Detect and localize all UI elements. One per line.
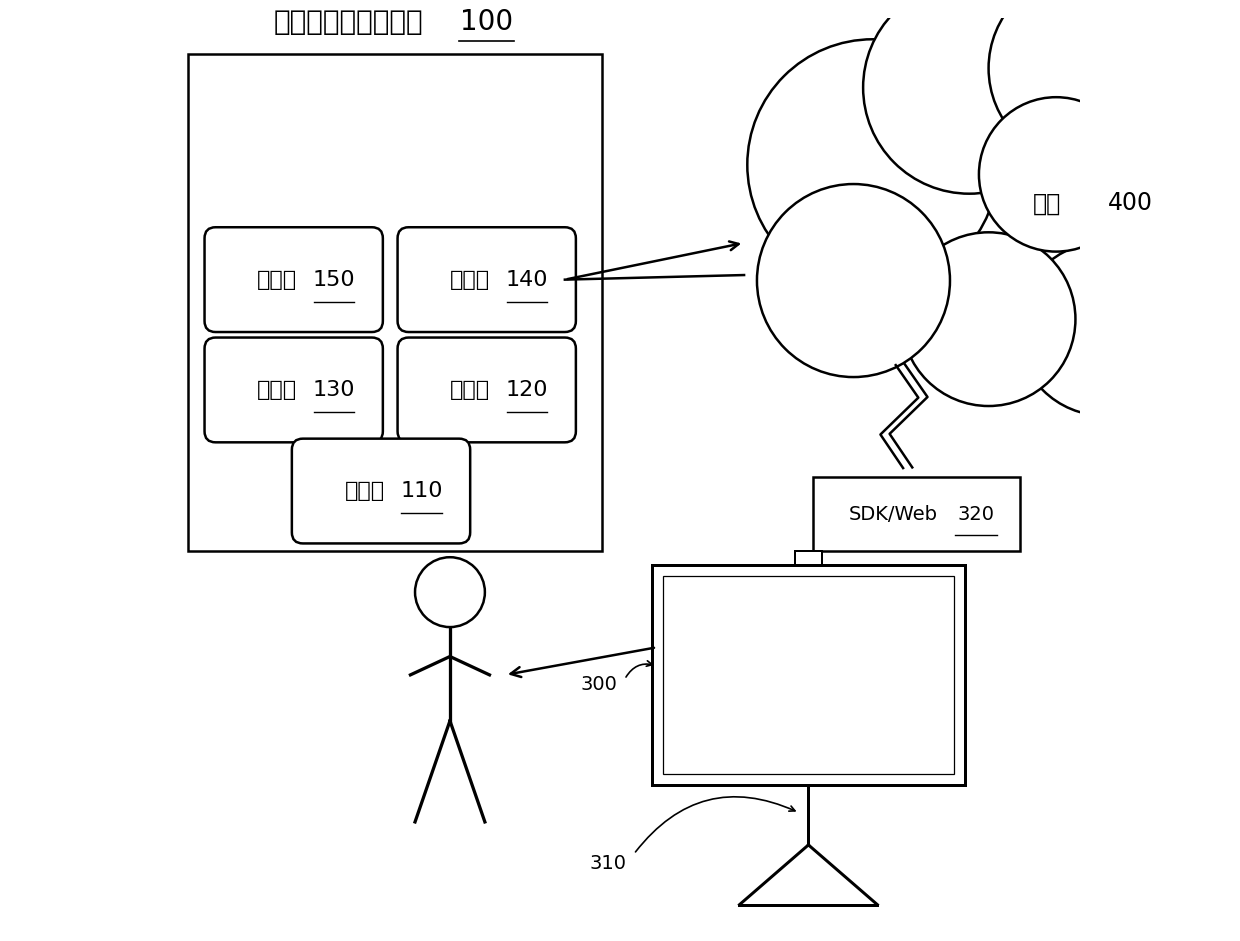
Circle shape — [1095, 10, 1240, 203]
Text: 320: 320 — [957, 504, 994, 523]
Circle shape — [863, 0, 1075, 194]
Text: 130: 130 — [312, 380, 356, 400]
Text: 110: 110 — [401, 481, 443, 501]
Circle shape — [978, 97, 1133, 251]
Circle shape — [1133, 203, 1240, 377]
Text: 100: 100 — [460, 8, 513, 36]
Bar — [795, 550, 822, 565]
Text: 150: 150 — [312, 270, 356, 290]
Circle shape — [988, 0, 1182, 165]
Text: 310: 310 — [589, 853, 626, 873]
Text: 140: 140 — [506, 270, 548, 290]
Text: 应用层: 应用层 — [257, 270, 298, 290]
FancyBboxPatch shape — [205, 227, 383, 332]
Text: 120: 120 — [506, 380, 548, 400]
FancyBboxPatch shape — [398, 338, 575, 442]
Circle shape — [1162, 97, 1240, 290]
Text: 资源层: 资源层 — [345, 481, 384, 501]
Text: 区块链网络服务平台: 区块链网络服务平台 — [274, 8, 424, 36]
FancyBboxPatch shape — [205, 338, 383, 442]
Circle shape — [1018, 242, 1192, 416]
Text: 网络: 网络 — [1033, 191, 1061, 215]
FancyBboxPatch shape — [188, 55, 601, 550]
FancyBboxPatch shape — [291, 439, 470, 544]
FancyBboxPatch shape — [652, 565, 965, 785]
Text: SDK/Web: SDK/Web — [849, 504, 937, 523]
Text: 区块层: 区块层 — [450, 380, 490, 400]
Circle shape — [415, 557, 485, 627]
Text: 服务层: 服务层 — [257, 380, 298, 400]
FancyBboxPatch shape — [813, 477, 1019, 550]
Circle shape — [748, 40, 998, 290]
Text: 300: 300 — [580, 675, 618, 694]
Circle shape — [901, 232, 1075, 406]
Text: 400: 400 — [1107, 191, 1153, 215]
Text: 接口层: 接口层 — [450, 270, 490, 290]
Circle shape — [756, 184, 950, 377]
FancyBboxPatch shape — [398, 227, 575, 332]
FancyBboxPatch shape — [663, 576, 954, 774]
